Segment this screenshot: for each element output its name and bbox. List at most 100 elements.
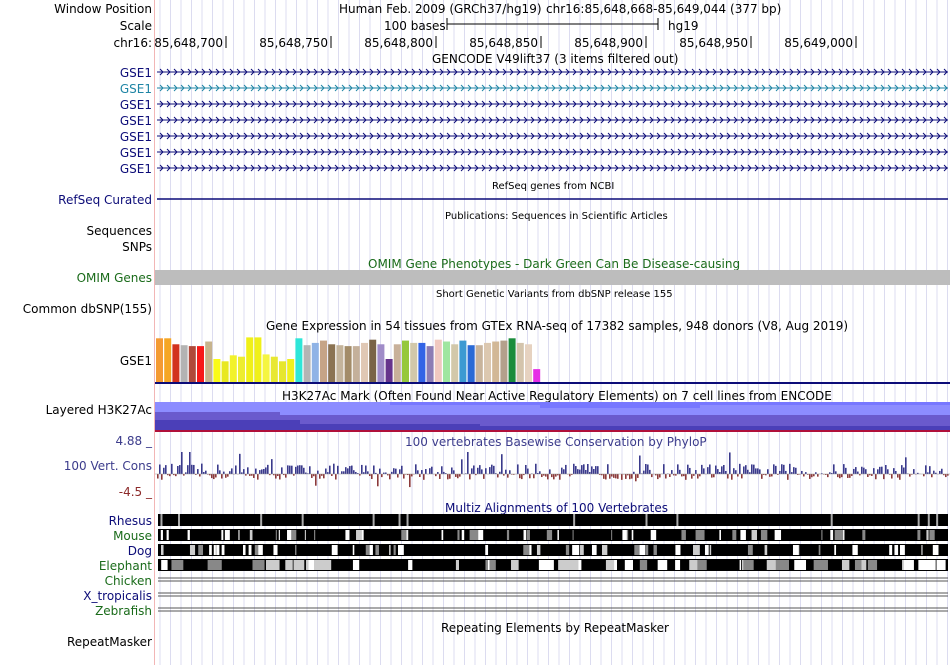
gtex-tissue-bar — [213, 359, 221, 382]
phylop-title: 100 vertebrates Basewise Conservation by… — [405, 435, 707, 449]
chrom-label[interactable]: chr16: — [113, 36, 152, 50]
gtex-tissue-bar — [451, 344, 459, 382]
gencode-title: GENCODE V49lift37 (3 items filtered out) — [432, 52, 679, 66]
gtex-tissue-bar — [295, 338, 303, 382]
species-label-mouse[interactable]: Mouse — [113, 529, 152, 543]
gtex-tissue-bar — [205, 341, 213, 382]
sequences-label[interactable]: Sequences — [86, 224, 152, 238]
gencode-transcript — [157, 84, 948, 92]
phylop-signal — [155, 452, 950, 488]
gtex-tissue-bar — [361, 342, 368, 382]
gtex-tissue-bar — [500, 340, 508, 382]
snps-label[interactable]: SNPs — [122, 240, 152, 254]
gencode-transcript-label[interactable]: GSE1 — [119, 82, 152, 96]
repeatmasker-label[interactable]: RepeatMasker — [66, 635, 152, 649]
phylop-label[interactable]: 100 Vert. Cons — [63, 459, 152, 473]
gtex-tissue-bar — [459, 340, 467, 382]
gencode-transcript-label[interactable]: GSE1 — [119, 66, 152, 80]
gtex-tissue-bar — [320, 340, 327, 382]
scale-text: 100 bases — [384, 19, 446, 33]
gtex-tissue-bar — [180, 345, 188, 382]
gencode-transcript-label[interactable]: GSE1 — [119, 114, 152, 128]
gencode-transcript-label[interactable]: GSE1 — [119, 98, 152, 112]
gencode-transcript — [157, 116, 948, 124]
species-label-dog[interactable]: Dog — [127, 544, 152, 558]
window-position-label[interactable]: Window Position — [54, 2, 152, 16]
gtex-tissue-bar — [393, 344, 401, 382]
gtex-tissue-bar — [262, 354, 270, 382]
gtex-tissue-bar — [475, 345, 483, 382]
gtex-tissue-bar — [443, 341, 450, 382]
dbsnp-label[interactable]: Common dbSNP(155) — [22, 302, 152, 316]
repeatmasker-title: Repeating Elements by RepeatMasker — [441, 621, 669, 635]
gtex-tissue-bar — [254, 337, 262, 382]
species-label-zebrafish[interactable]: Zebrafish — [95, 604, 152, 618]
gtex-tissue-bar — [418, 342, 426, 382]
gtex-tissue-bar — [385, 359, 393, 382]
h3k27ac-signal — [155, 402, 950, 432]
omim-gene-band — [155, 270, 950, 285]
ruler-tick-label: 85,648,800 — [364, 36, 433, 50]
gtex-tissue-bar — [270, 356, 278, 382]
refseq-label[interactable]: RefSeq Curated — [58, 193, 152, 207]
omim-title: OMIM Gene Phenotypes - Dark Green Can Be… — [368, 257, 741, 271]
gencode-transcript — [157, 132, 948, 140]
gtex-tissue-bar — [352, 346, 360, 382]
ruler-tick-label: 85,648,700 — [154, 36, 223, 50]
gtex-tissue-bar — [221, 361, 229, 382]
ruler-tick-label: 85,649,000 — [784, 36, 853, 50]
gtex-tissue-bar — [525, 344, 532, 382]
gencode-transcript — [157, 68, 948, 76]
gtex-tissue-bar — [303, 345, 311, 382]
gtex-tissue-bar — [467, 345, 475, 382]
gencode-transcript-label[interactable]: GSE1 — [119, 162, 152, 176]
phylop-min-label: -4.5 _ — [118, 485, 152, 499]
h3k27ac-label[interactable]: Layered H3K27Ac — [45, 403, 152, 417]
gtex-tissue-bar — [377, 344, 385, 382]
db-text: hg19 — [668, 19, 699, 33]
alignment-row-elephant — [158, 559, 948, 571]
gencode-transcript-label[interactable]: GSE1 — [119, 146, 152, 160]
ruler-tick-label: 85,648,750 — [259, 36, 328, 50]
species-label-rhesus[interactable]: Rhesus — [108, 514, 152, 528]
gtex-tissue-bar — [426, 346, 434, 382]
label-divider — [154, 0, 155, 665]
h3k27ac-title: H3K27Ac Mark (Often Found Near Active Re… — [282, 389, 832, 403]
gtex-tissue-bar — [533, 369, 541, 382]
refseq-title: RefSeq genes from NCBI — [492, 181, 615, 192]
assembly-text: Human Feb. 2009 (GRCh37/hg19) — [339, 2, 542, 16]
gtex-title: Gene Expression in 54 tissues from GTEx … — [266, 319, 849, 333]
ruler-tick-label: 85,648,950 — [679, 36, 748, 50]
gtex-tissue-bar — [402, 340, 409, 382]
species-label-x_tropicalis[interactable]: X_tropicalis — [83, 589, 152, 603]
phylop-max-label: 4.88 _ — [115, 434, 152, 448]
gencode-transcript-label[interactable]: GSE1 — [119, 130, 152, 144]
gtex-tissue-bar — [172, 344, 180, 382]
species-label-elephant[interactable]: Elephant — [98, 559, 152, 573]
gtex-tissue-bar — [197, 346, 204, 382]
gtex-tissue-bar — [246, 337, 254, 382]
position-text: chr16:85,648,668-85,649,044 (377 bp) — [546, 2, 782, 16]
gtex-tissue-bar — [484, 342, 491, 382]
gtex-tissue-bar — [164, 338, 172, 382]
alignment-row-x_tropicalis — [158, 592, 948, 597]
dbsnp-title: Short Genetic Variants from dbSNP releas… — [436, 289, 673, 300]
gtex-tissue-bar — [516, 342, 524, 382]
gtex-tissue-bar — [311, 342, 319, 382]
alignment-row-chicken — [158, 577, 948, 582]
alignment-row-zebrafish — [158, 607, 948, 612]
gencode-transcript — [157, 148, 948, 156]
gtex-tissue-bar — [279, 361, 286, 382]
omim-label[interactable]: OMIM Genes — [76, 271, 152, 285]
ruler-tick-label: 85,648,900 — [574, 36, 643, 50]
gtex-label[interactable]: GSE1 — [119, 354, 152, 368]
gtex-tissue-bar — [156, 338, 163, 382]
multiz-title: Multiz Alignments of 100 Vertebrates — [445, 501, 669, 515]
species-label-chicken[interactable]: Chicken — [104, 574, 152, 588]
gtex-tissue-bar — [188, 346, 196, 382]
gtex-tissue-bar — [328, 344, 336, 382]
alignment-row-dog — [158, 544, 948, 556]
gtex-tissue-bar — [434, 339, 442, 382]
scale-label[interactable]: Scale — [119, 19, 152, 33]
